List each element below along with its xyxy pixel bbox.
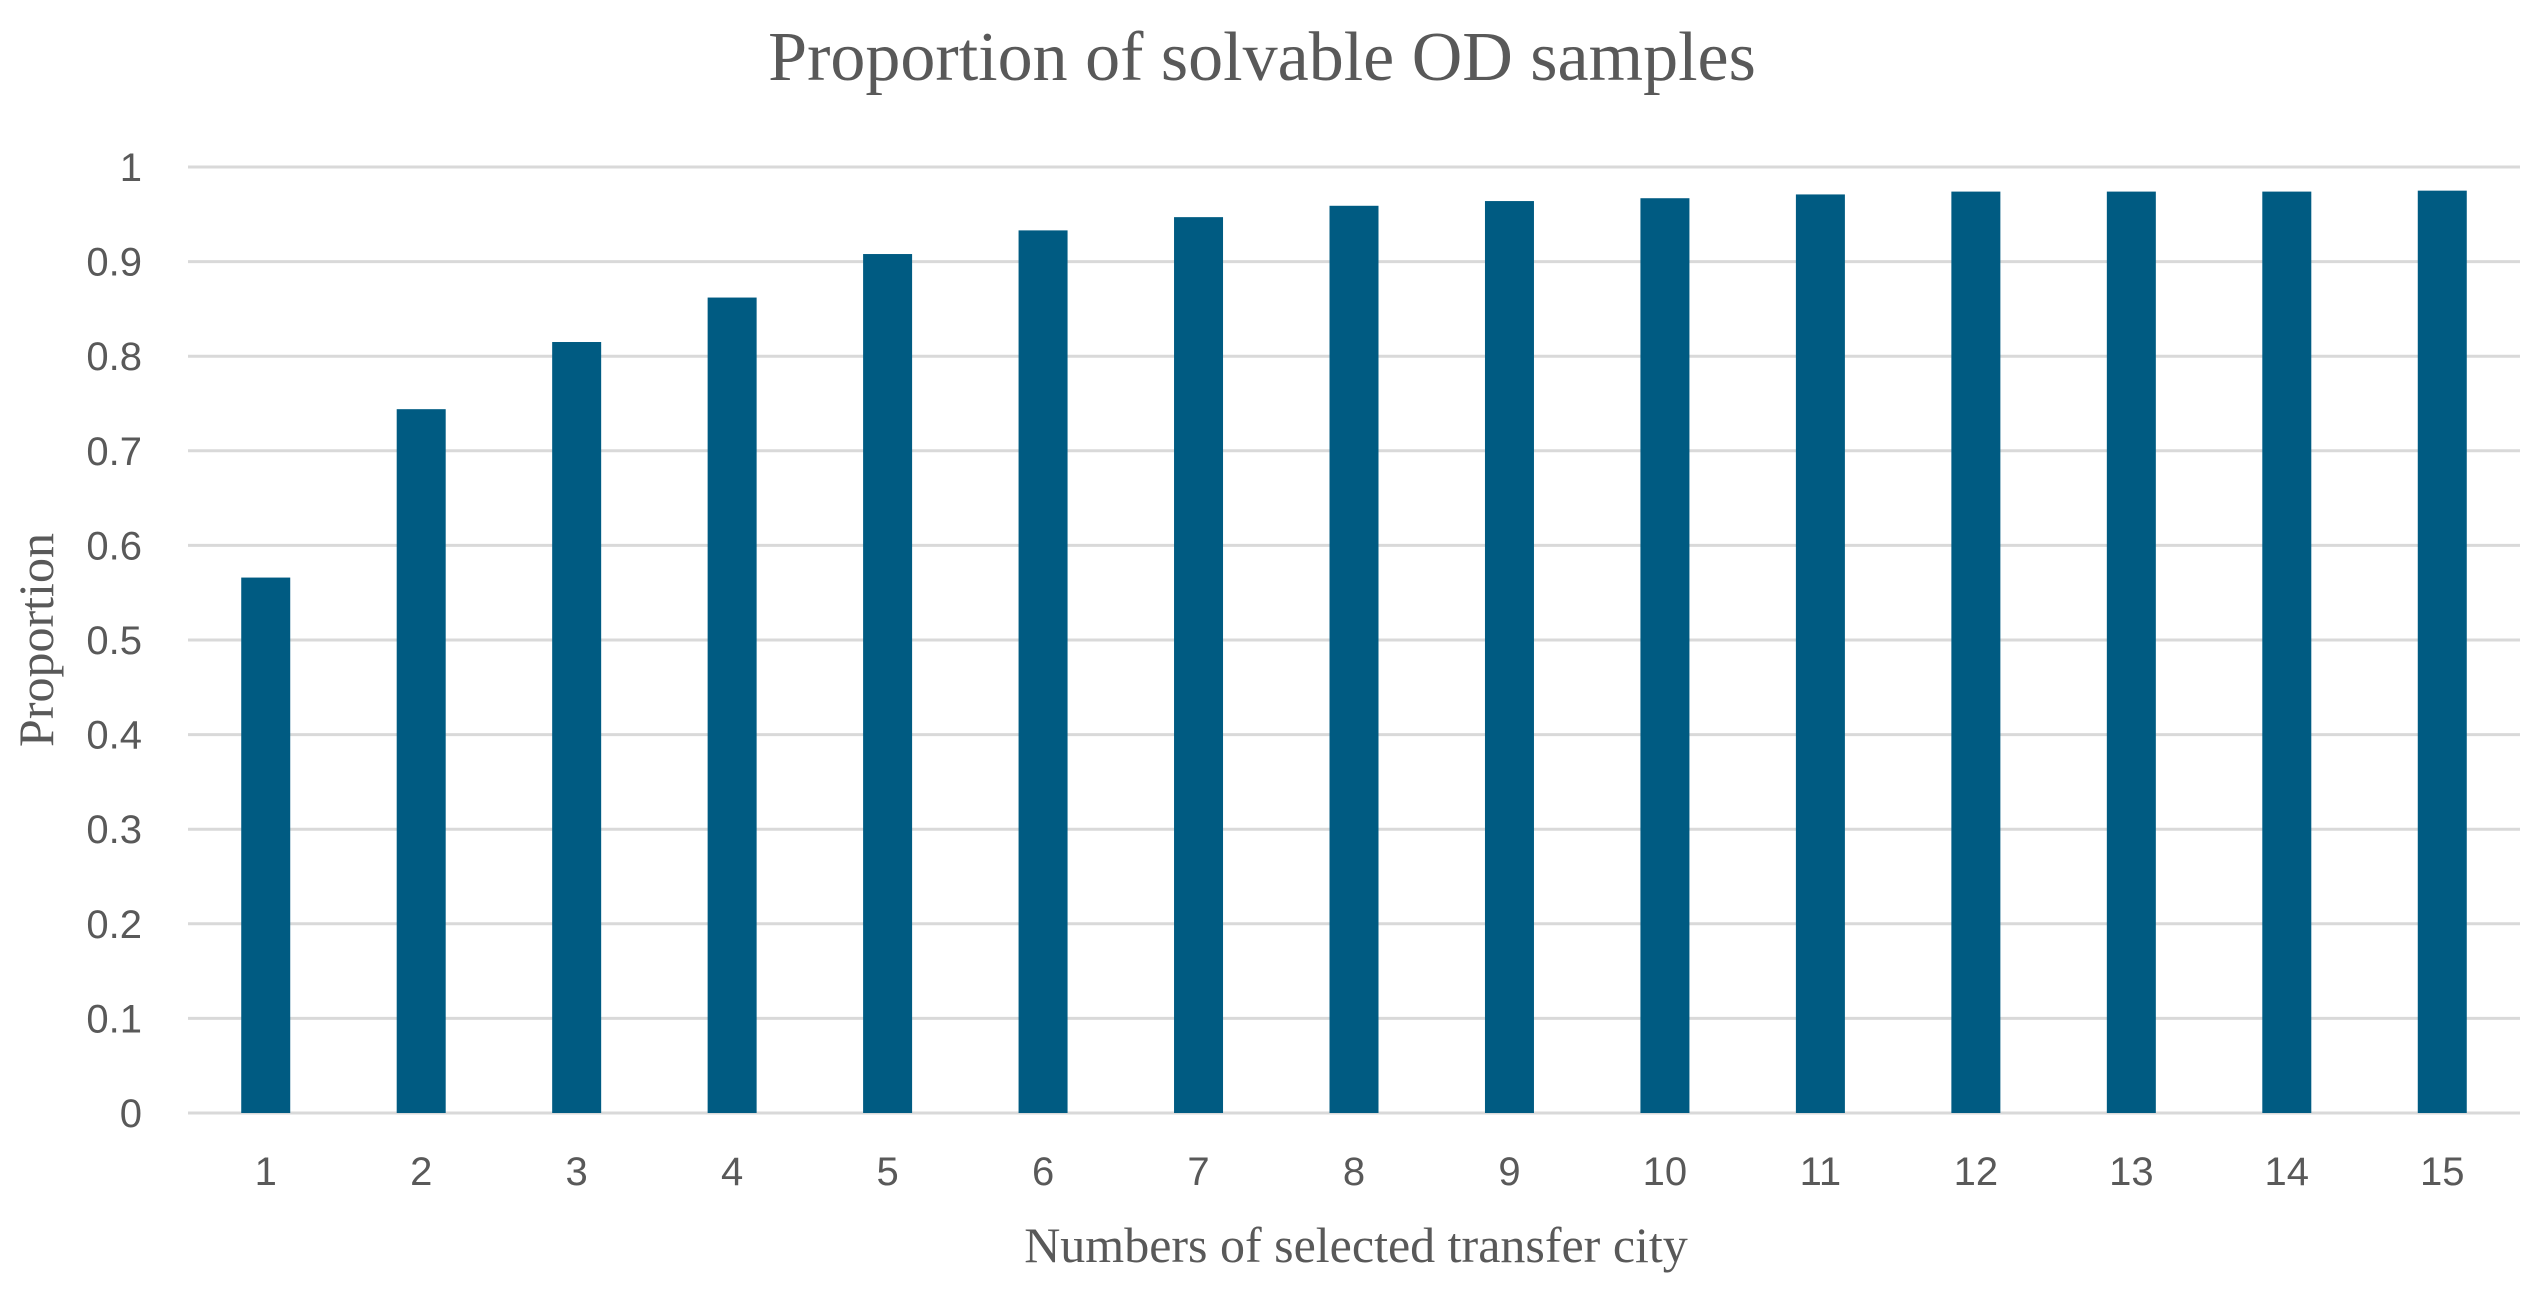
bar-13 <box>2106 191 2156 1113</box>
y-tick-label: 0.9 <box>86 241 142 285</box>
bar-1 <box>241 577 291 1113</box>
y-tick-label: 0.8 <box>86 335 142 379</box>
x-tick-label: 1 <box>255 1150 277 1194</box>
y-axis-title: Proportion <box>8 533 64 747</box>
bar-5 <box>863 254 913 1114</box>
bar-4 <box>707 297 757 1114</box>
x-axis-ticks: 1 2 3 4 5 6 7 8 9 10 11 12 13 14 15 <box>255 1150 2465 1194</box>
y-tick-label: 0.5 <box>86 619 142 663</box>
y-tick-label: 0.7 <box>86 430 142 474</box>
x-tick-label: 3 <box>566 1150 588 1194</box>
bar-8 <box>1329 205 1379 1113</box>
y-tick-label: 0.2 <box>86 903 142 947</box>
x-tick-label: 4 <box>721 1150 743 1194</box>
bar-10 <box>1640 198 1690 1113</box>
x-tick-label: 7 <box>1187 1150 1209 1194</box>
bar-7 <box>1174 217 1224 1113</box>
bars <box>241 190 2467 1114</box>
bar-2 <box>396 409 446 1113</box>
y-tick-label: 1 <box>120 146 142 190</box>
x-axis-title: Numbers of selected transfer city <box>1024 1217 1688 1273</box>
x-tick-label: 11 <box>1800 1150 1842 1194</box>
bar-14 <box>2262 191 2312 1113</box>
bar-15 <box>2417 190 2467 1113</box>
y-tick-label: 0.1 <box>86 997 142 1041</box>
bar-3 <box>552 342 602 1113</box>
x-tick-label: 14 <box>2265 1150 2310 1194</box>
x-tick-label: 6 <box>1032 1150 1054 1194</box>
x-tick-label: 9 <box>1498 1150 1520 1194</box>
y-tick-label: 0.3 <box>86 808 142 852</box>
x-tick-label: 5 <box>876 1150 898 1194</box>
x-tick-label: 8 <box>1343 1150 1365 1194</box>
bar-6 <box>1018 230 1068 1113</box>
x-tick-label: 10 <box>1643 1150 1688 1194</box>
x-tick-label: 15 <box>2420 1150 2465 1194</box>
y-tick-label: 0 <box>120 1092 142 1136</box>
bar-12 <box>1951 191 2001 1113</box>
x-tick-label: 12 <box>1954 1150 1999 1194</box>
y-axis-ticks: 0 0.1 0.2 0.3 0.4 0.5 0.6 0.7 0.8 0.9 1 <box>86 146 142 1136</box>
y-tick-label: 0.4 <box>86 714 142 758</box>
y-tick-label: 0.6 <box>86 524 142 568</box>
chart-title: Proportion of solvable OD samples <box>768 19 1756 96</box>
bar-9 <box>1484 201 1534 1113</box>
x-tick-label: 13 <box>2109 1150 2154 1194</box>
x-tick-label: 2 <box>410 1150 432 1194</box>
bar-11 <box>1795 194 1845 1113</box>
